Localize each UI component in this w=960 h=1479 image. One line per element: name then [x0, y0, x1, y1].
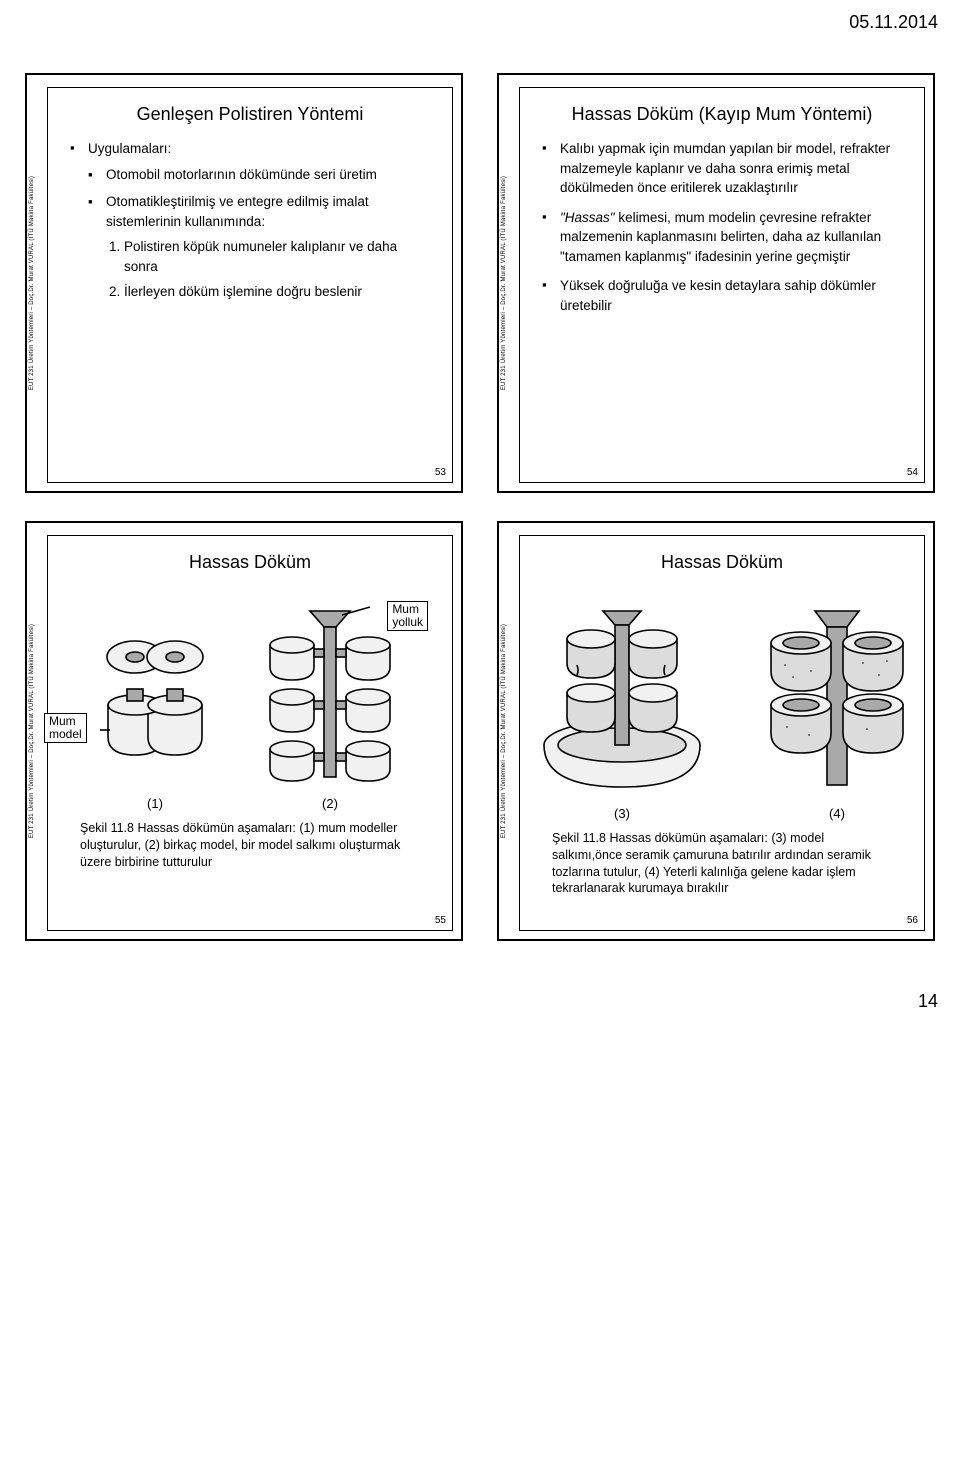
- side-label: EUT 231 Üretim Yöntemleri – Doç.Dr. Mura…: [501, 176, 507, 390]
- figure-caption: Şekil 11.8 Hassas dökümün aşamaları: (3)…: [534, 824, 910, 898]
- figure-svg-4: [767, 605, 907, 795]
- page-date: 05.11.2014: [0, 0, 960, 37]
- numbered-item: İlerleyen döküm işlemine doğru beslenir: [124, 282, 434, 302]
- bullet-item: Kalıbı yapmak için mumdan yapılan bir mo…: [542, 139, 906, 198]
- slide-body: Kalıbı yapmak için mumdan yapılan bir mo…: [520, 139, 924, 482]
- bullet-item: Yüksek doğruluğa ve kesin detaylara sahi…: [542, 276, 906, 315]
- numbered-item: Polistiren köpük numuneler kalıplanır ve…: [124, 237, 434, 276]
- bullet-text: Uygulamaları:: [88, 141, 171, 156]
- panel-label: (1): [147, 795, 163, 814]
- slide-number: 53: [435, 467, 446, 478]
- slide-title: Hassas Döküm: [48, 536, 452, 587]
- slide-number: 54: [907, 467, 918, 478]
- label-mum-model: Mum model: [44, 713, 87, 743]
- figure-area: Mum model: [62, 587, 438, 814]
- figure-svg-2: [260, 605, 400, 785]
- side-label: EUT 231 Üretim Yöntemleri – Doç.Dr. Mura…: [29, 176, 35, 390]
- slide-body: Uygulamaları: ▪ Otomobil motorlarının dö…: [48, 139, 452, 482]
- slide-55: EUT 231 Üretim Yöntemleri – Doç.Dr. Mura…: [25, 521, 463, 941]
- slide-53: EUT 231 Üretim Yöntemleri – Doç.Dr. Mura…: [25, 73, 463, 493]
- figure-caption: Şekil 11.8 Hassas dökümün aşamaları: (1)…: [62, 814, 438, 871]
- figure-area: (3): [534, 587, 910, 824]
- panel-label: (2): [322, 795, 338, 814]
- panel-label: (4): [829, 805, 845, 824]
- slide-56: EUT 231 Üretim Yöntemleri – Doç.Dr. Mura…: [497, 521, 935, 941]
- slide-body: Mum model: [48, 587, 452, 930]
- sub-bullet: ▪ Otomobil motorlarının dökümünde seri ü…: [88, 165, 434, 185]
- figure-panel-2: Mum yolluk: [260, 605, 400, 814]
- sub-bullet: ▪ Otomatikleştirilmiş ve entegre edilmiş…: [88, 192, 434, 231]
- slide-title: Hassas Döküm: [520, 536, 924, 587]
- panel-label: (3): [614, 805, 630, 824]
- label-mum-yolluk: Mum yolluk: [387, 601, 428, 631]
- bullet-text: Otomobil motorlarının dökümünde seri üre…: [106, 167, 377, 182]
- slide-grid: EUT 231 Üretim Yöntemleri – Doç.Dr. Mura…: [0, 37, 960, 951]
- bullet-text: Otomatikleştirilmiş ve entegre edilmiş i…: [106, 194, 369, 229]
- slide-54: EUT 231 Üretim Yöntemleri – Doç.Dr. Mura…: [497, 73, 935, 493]
- slide-body: (3): [520, 587, 924, 930]
- side-label: EUT 231 Üretim Yöntemleri – Doç.Dr. Mura…: [29, 624, 35, 838]
- slide-title: Hassas Döküm (Kayıp Mum Yöntemi): [520, 88, 924, 139]
- slide-number: 56: [907, 915, 918, 926]
- figure-panel-3: (3): [537, 605, 707, 824]
- slide-number: 55: [435, 915, 446, 926]
- figure-panel-1: Mum model: [100, 635, 210, 814]
- bullet-intro: Uygulamaları: ▪ Otomobil motorlarının dö…: [70, 139, 434, 302]
- slide-title: Genleşen Polistiren Yöntemi: [48, 88, 452, 139]
- figure-svg-1: [100, 635, 210, 785]
- figure-svg-3: [537, 605, 707, 795]
- page-number: 14: [0, 951, 960, 1024]
- bullet-item: "Hassas" kelimesi, mum modelin çevresine…: [542, 208, 906, 267]
- side-label: EUT 231 Üretim Yöntemleri – Doç.Dr. Mura…: [501, 624, 507, 838]
- figure-panel-4: (4): [767, 605, 907, 824]
